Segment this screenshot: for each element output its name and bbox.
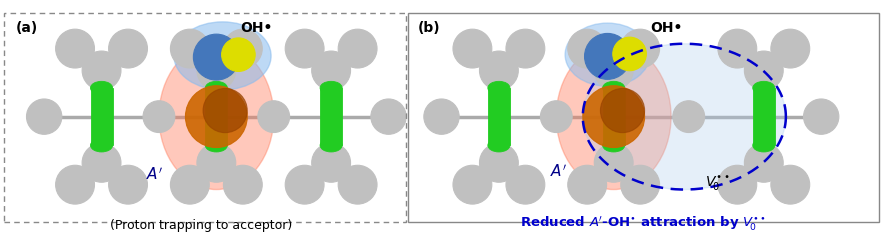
Ellipse shape (613, 37, 646, 71)
Ellipse shape (602, 81, 625, 95)
Ellipse shape (594, 51, 633, 90)
Ellipse shape (771, 165, 810, 204)
Ellipse shape (170, 165, 209, 204)
Ellipse shape (82, 51, 121, 90)
Ellipse shape (320, 139, 343, 152)
Ellipse shape (556, 44, 671, 190)
Bar (753, 88, 775, 145)
Ellipse shape (602, 139, 625, 152)
Text: OH•: OH• (651, 21, 683, 35)
Ellipse shape (487, 81, 510, 95)
Ellipse shape (371, 99, 406, 134)
Ellipse shape (109, 165, 147, 204)
Text: $V_{\!0}^{\bullet\bullet}$: $V_{\!0}^{\bullet\bullet}$ (705, 174, 729, 193)
Ellipse shape (170, 29, 209, 68)
Ellipse shape (479, 143, 518, 182)
Ellipse shape (206, 139, 228, 152)
Ellipse shape (206, 81, 228, 95)
Text: Reduced $A'$-OH$^{\bullet}$ attraction by $V_{\!0}^{\bullet\bullet}$: Reduced $A'$-OH$^{\bullet}$ attraction b… (520, 214, 766, 232)
Ellipse shape (223, 29, 262, 68)
Ellipse shape (621, 29, 660, 68)
Bar (91, 88, 113, 145)
Ellipse shape (744, 51, 783, 90)
Ellipse shape (197, 51, 236, 90)
Ellipse shape (506, 165, 545, 204)
Ellipse shape (752, 139, 775, 152)
Ellipse shape (771, 29, 810, 68)
Ellipse shape (26, 99, 62, 134)
Ellipse shape (585, 34, 630, 79)
Ellipse shape (193, 34, 239, 80)
Ellipse shape (453, 29, 492, 68)
Ellipse shape (90, 81, 113, 95)
Bar (205, 88, 228, 145)
Ellipse shape (203, 88, 247, 133)
Ellipse shape (312, 143, 351, 182)
Text: (a): (a) (16, 21, 38, 35)
Ellipse shape (90, 139, 113, 152)
Ellipse shape (197, 143, 236, 182)
Ellipse shape (718, 29, 757, 68)
Ellipse shape (159, 44, 274, 190)
Ellipse shape (568, 165, 607, 204)
Ellipse shape (338, 29, 377, 68)
Ellipse shape (143, 101, 175, 132)
Ellipse shape (594, 143, 633, 182)
Bar (320, 88, 343, 145)
Ellipse shape (673, 101, 705, 132)
Text: $A'$: $A'$ (146, 167, 163, 183)
Text: (Proton trapping to acceptor): (Proton trapping to acceptor) (110, 219, 292, 232)
Ellipse shape (174, 22, 271, 90)
Text: (b): (b) (418, 21, 441, 35)
Ellipse shape (109, 29, 147, 68)
Ellipse shape (56, 29, 94, 68)
Ellipse shape (56, 165, 94, 204)
Ellipse shape (621, 165, 660, 204)
Ellipse shape (565, 23, 650, 86)
Bar (488, 88, 510, 145)
Ellipse shape (752, 81, 775, 95)
Ellipse shape (540, 101, 572, 132)
Ellipse shape (453, 165, 492, 204)
Ellipse shape (568, 29, 607, 68)
Ellipse shape (312, 51, 351, 90)
Ellipse shape (424, 99, 459, 134)
Ellipse shape (223, 165, 262, 204)
Ellipse shape (583, 86, 645, 148)
Ellipse shape (804, 99, 839, 134)
Ellipse shape (285, 165, 324, 204)
Ellipse shape (583, 44, 786, 190)
Ellipse shape (487, 139, 510, 152)
Ellipse shape (185, 86, 247, 148)
Text: OH•: OH• (240, 21, 272, 35)
Ellipse shape (320, 81, 343, 95)
Ellipse shape (222, 38, 255, 71)
Bar (603, 88, 625, 145)
Ellipse shape (744, 143, 783, 182)
Ellipse shape (285, 29, 324, 68)
Ellipse shape (82, 143, 121, 182)
Ellipse shape (338, 165, 377, 204)
Ellipse shape (718, 165, 757, 204)
Ellipse shape (258, 101, 290, 132)
Ellipse shape (479, 51, 518, 90)
Ellipse shape (506, 29, 545, 68)
Ellipse shape (600, 88, 645, 133)
Text: $A'$: $A'$ (550, 163, 568, 180)
